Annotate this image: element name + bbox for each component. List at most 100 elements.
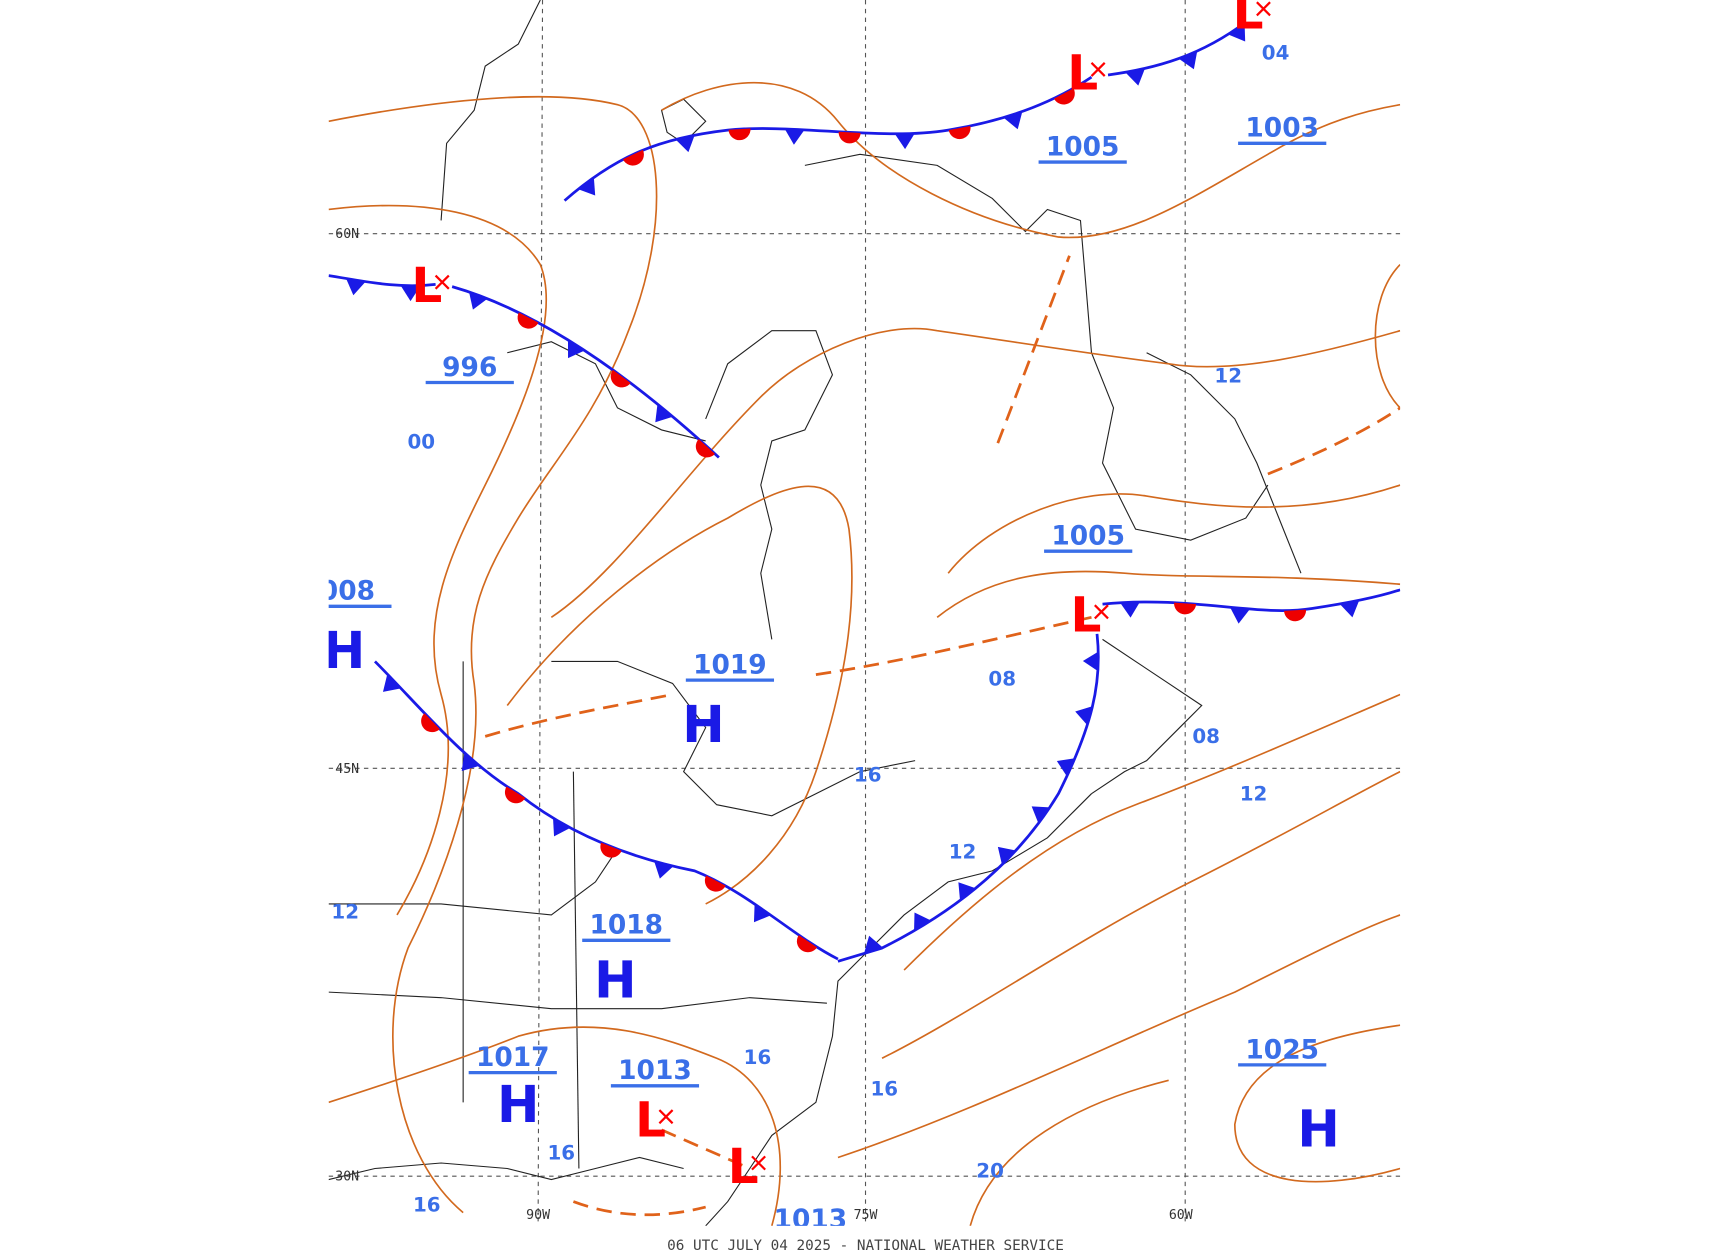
central-pressure: 1019	[693, 650, 767, 681]
cold-front-symbol	[958, 882, 976, 901]
cold-front-symbol	[655, 404, 673, 423]
central-pressure: 1003	[1245, 113, 1319, 144]
cold-front-symbol	[1120, 601, 1140, 618]
low-center-x	[1090, 62, 1106, 77]
low-center-x	[1094, 604, 1109, 620]
isobar-label: 12	[1214, 365, 1242, 388]
low-center-x	[658, 1109, 674, 1125]
isobars	[328, 81, 1401, 1226]
low-center-x	[434, 274, 450, 290]
isobar-label: 00	[407, 431, 435, 454]
isobar-label: 08	[1192, 725, 1220, 748]
cold-front-symbol	[864, 935, 884, 954]
grid-label: 30N	[335, 1170, 359, 1185]
cold-front-symbol	[675, 134, 695, 153]
central-pressure: 1025	[1245, 1034, 1319, 1065]
central-pressure: 008	[320, 576, 375, 607]
warm-front-symbol	[1284, 609, 1307, 622]
cold-front-symbol	[1125, 68, 1145, 86]
warm-front-symbol	[838, 131, 861, 144]
cold-front-symbol	[577, 177, 596, 196]
coastlines	[328, 0, 1302, 1226]
isobar-label: 16	[413, 1193, 441, 1216]
grid-label: 75W	[854, 1208, 878, 1223]
central-pressure: 1018	[590, 910, 664, 941]
front-line	[328, 274, 436, 288]
warm-front-symbol	[948, 126, 971, 140]
low-symbol: L	[1233, 0, 1264, 41]
central-pressure: 1005	[1051, 521, 1125, 552]
isobar-label: 08	[988, 668, 1016, 691]
isobar-label: 04	[1262, 42, 1290, 65]
central-pressure: 996	[442, 352, 497, 383]
cold-front-symbol	[997, 846, 1016, 865]
front-line	[837, 633, 1100, 963]
warm-front-symbol	[704, 875, 726, 892]
isobar-label: 16	[744, 1046, 772, 1069]
low-center-x	[1256, 1, 1271, 17]
cold-front-symbol	[469, 291, 488, 310]
front-line	[1102, 588, 1401, 612]
high-symbol: H	[1297, 1099, 1339, 1158]
isobar-label: 16	[854, 764, 882, 787]
fronts	[328, 20, 1401, 963]
cold-front-symbol	[400, 285, 421, 302]
warm-front-symbol	[517, 312, 539, 329]
footer: 06 UTC JULY 04 2025 - NATIONAL WEATHER S…	[667, 1238, 1064, 1254]
cold-front-symbol	[914, 912, 932, 931]
warm-front-symbol	[695, 439, 715, 458]
warm-front-symbol	[1054, 88, 1075, 105]
cold-front-symbol	[1056, 758, 1075, 777]
high-symbol: H	[594, 951, 636, 1010]
central-pressure: 1017	[476, 1042, 550, 1073]
grid-label: 45N	[335, 762, 359, 777]
low-center-x	[751, 1155, 766, 1171]
cold-front-symbol	[382, 673, 402, 692]
warm-front-symbol	[421, 713, 440, 733]
cold-front-symbol	[567, 339, 585, 359]
central-pressure: 1013	[774, 1204, 848, 1235]
troughs	[484, 255, 1401, 1217]
central-pressure: 1005	[1046, 131, 1120, 162]
high-symbol: H	[497, 1075, 539, 1134]
cold-front-symbol	[654, 861, 674, 879]
cold-front-symbol	[1339, 600, 1360, 618]
cold-front-symbol	[753, 903, 771, 923]
front-line	[1107, 20, 1247, 77]
cold-front-symbol	[784, 128, 805, 145]
warm-front-symbol	[600, 842, 622, 858]
grid-label: 60N	[335, 227, 359, 242]
high-symbol: H	[323, 621, 365, 680]
cold-front-symbol	[894, 133, 915, 150]
isobar-label: 20	[976, 1159, 1004, 1182]
isobar-label: 16	[870, 1078, 898, 1101]
warm-front-symbol	[796, 935, 818, 953]
cold-front-symbol	[346, 278, 366, 296]
cold-front-symbol	[1230, 607, 1250, 624]
isobar-label: 12	[331, 900, 359, 923]
central-pressure: 1013	[618, 1055, 692, 1086]
cold-front-symbol	[1031, 806, 1050, 824]
grid-label: 60W	[1169, 1208, 1193, 1223]
cold-front-symbol	[1082, 651, 1099, 672]
warm-front-symbol	[622, 149, 644, 166]
warm-front-symbol	[728, 128, 751, 141]
cold-front-symbol	[553, 818, 571, 837]
high-symbol: H	[682, 695, 724, 754]
cold-front-symbol	[461, 752, 480, 771]
warm-front-symbol	[1174, 602, 1197, 615]
grid-label: 90W	[526, 1208, 550, 1223]
isobar-label: 12	[949, 841, 977, 864]
cold-front-symbol	[1075, 706, 1093, 726]
isobar-label: 12	[1240, 782, 1268, 805]
isobar-label: 16	[547, 1142, 575, 1165]
cold-front-symbol	[1003, 111, 1023, 130]
cold-front-symbol	[1228, 23, 1246, 42]
warm-front-symbol	[610, 369, 631, 388]
outer-labels: 06 UTC JULY 04 2025 - NATIONAL WEATHER S…	[667, 1238, 1064, 1254]
cold-front-symbol	[1178, 51, 1198, 70]
